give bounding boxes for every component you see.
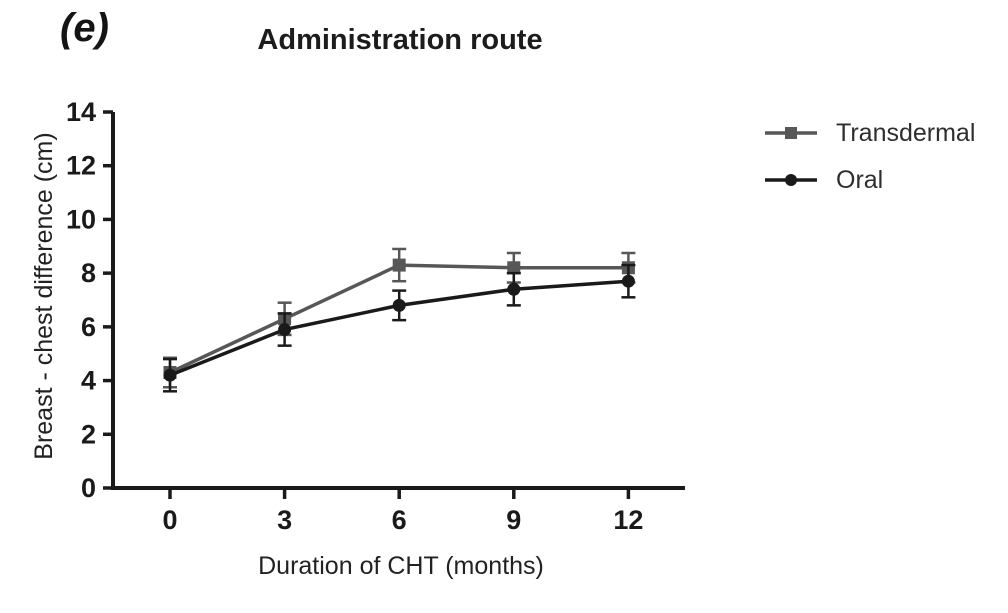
legend-label-oral: Oral	[836, 166, 884, 194]
y-tick-label: 6	[81, 312, 96, 342]
circle-marker-icon	[278, 323, 292, 337]
y-tick-label: 12	[66, 151, 96, 181]
legend-item-oral: Oral	[763, 166, 975, 194]
y-tick-label: 14	[66, 97, 96, 127]
y-tick-label: 0	[81, 473, 96, 503]
legend-item-transdermal: Transdermal	[763, 119, 975, 147]
panel-label: (e)	[60, 6, 109, 50]
circle-marker-icon	[507, 282, 521, 296]
x-tick-label: 0	[162, 505, 177, 535]
x-tick-label: 9	[506, 505, 521, 535]
chart-title: Administration route	[257, 24, 543, 56]
x-axis-title: Duration of CHT (months)	[258, 552, 544, 580]
y-tick-label: 4	[81, 366, 96, 396]
y-tick-label: 2	[81, 419, 96, 449]
transdermal-legend-marker-icon	[765, 127, 817, 139]
y-axis-ticks: 0 2 4 6 8 10 12 14	[66, 97, 113, 503]
circle-marker-icon	[163, 368, 177, 382]
oral-legend-marker-icon	[765, 174, 817, 186]
square-marker-icon	[507, 261, 521, 275]
circle-marker-icon	[392, 298, 406, 312]
series-oral	[163, 263, 636, 393]
y-axis-title: Breast - chest difference (cm)	[30, 132, 58, 460]
x-tick-label: 3	[277, 505, 292, 535]
x-tick-label: 12	[613, 505, 643, 535]
legend-label-transdermal: Transdermal	[836, 119, 976, 147]
legend: Transdermal Oral	[763, 119, 975, 194]
y-tick-label: 8	[81, 258, 96, 288]
circle-marker-icon	[621, 274, 635, 288]
x-axis-ticks: 0 3 6 9 12	[162, 488, 643, 535]
square-marker-icon	[392, 258, 406, 272]
x-tick-label: 6	[392, 505, 407, 535]
y-tick-label: 10	[66, 204, 96, 234]
